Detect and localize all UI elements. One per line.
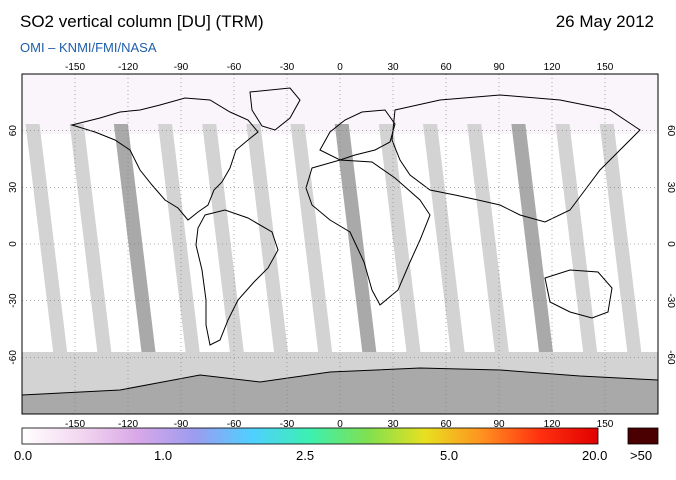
swath-gap [69, 124, 112, 358]
longitude-tick-label: 0 [337, 419, 343, 430]
longitude-tick-label: 90 [493, 419, 505, 430]
latitude-tick-label: 0 [665, 241, 676, 247]
colorbar-label-0: 0.0 [14, 448, 33, 463]
longitude-tick-label: -30 [280, 419, 295, 430]
latitude-tick-label: -60 [8, 350, 19, 365]
longitude-tick-label: -150 [65, 419, 85, 430]
swath-gap [599, 124, 642, 358]
map-subtitle: OMI – KNMI/FMI/NASA [20, 40, 157, 55]
longitude-tick-label: 120 [544, 62, 561, 73]
colorbar-label-4: 20.0 [582, 448, 608, 463]
australia-coast [544, 269, 613, 319]
swath-gap [555, 124, 598, 358]
latitude-tick-label: -60 [665, 350, 676, 365]
latitude-tick-label: 60 [665, 125, 676, 137]
longitude-tick-label: 0 [337, 62, 343, 73]
latitude-tick-label: -30 [8, 293, 19, 308]
longitude-ticks-top: -150 -120 -90 -60 -30 0 30 60 90 120 150 [65, 62, 614, 73]
swath-gap [378, 124, 422, 358]
latitude-ticks-right: 60 30 0 -30 -60 [665, 125, 676, 365]
coastlines [70, 87, 641, 346]
swath-gap [511, 124, 554, 358]
longitude-tick-label: 150 [597, 419, 614, 430]
africa-coast [305, 159, 431, 306]
longitude-ticks-bottom: -150 -120 -90 -60 -30 0 30 60 90 120 150 [65, 419, 614, 430]
greenland-coast [249, 87, 301, 131]
swath-gap [334, 124, 377, 358]
longitude-tick-label: 30 [387, 62, 399, 73]
latitude-tick-label: -30 [665, 293, 676, 308]
longitude-tick-label: 30 [387, 419, 399, 430]
colorbar-label-1: 1.0 [154, 448, 173, 463]
map-date: 26 May 2012 [555, 12, 654, 31]
colorbar-label-3: 5.0 [440, 448, 459, 463]
longitude-tick-label: -90 [174, 419, 189, 430]
longitude-tick-label: 120 [544, 419, 561, 430]
longitude-tick-label: -60 [227, 62, 242, 73]
south-america-coast [195, 209, 279, 346]
longitude-tick-label: 60 [440, 62, 452, 73]
latitude-tick-label: 30 [665, 182, 676, 194]
swath-gap [290, 124, 333, 358]
longitude-tick-label: -30 [280, 62, 295, 73]
colorbar [21, 427, 599, 445]
map-frame [21, 73, 659, 415]
colorbar-label-2: 2.5 [296, 448, 315, 463]
longitude-tick-label: 60 [440, 419, 452, 430]
latitude-tick-label: 0 [8, 241, 19, 247]
latitude-tick-label: 30 [8, 181, 19, 193]
colorbar-overflow-label: >50 [630, 448, 653, 463]
longitude-tick-label: -120 [118, 419, 138, 430]
swath-gap [25, 124, 68, 358]
latitude-tick-label: 60 [8, 125, 19, 137]
latitude-ticks-left: 60 30 0 -30 -60 [8, 125, 19, 365]
asia-coast [391, 94, 641, 223]
longitude-tick-label: -150 [65, 62, 85, 73]
north-america-coast [70, 97, 259, 221]
swath-gap [246, 124, 289, 358]
colorbar-overflow-box [627, 427, 659, 445]
longitude-tick-label: 90 [493, 62, 505, 73]
swath-gap [423, 124, 466, 358]
europe-coast [319, 109, 396, 161]
longitude-tick-label: -90 [174, 62, 189, 73]
graticule [22, 74, 658, 414]
swath-gap [113, 124, 157, 358]
swath-gap [158, 124, 201, 358]
map-title: SO2 vertical column [DU] (TRM) [20, 12, 264, 31]
longitude-tick-label: 150 [597, 62, 614, 73]
longitude-tick-label: -60 [227, 419, 242, 430]
longitude-tick-label: -120 [118, 62, 138, 73]
